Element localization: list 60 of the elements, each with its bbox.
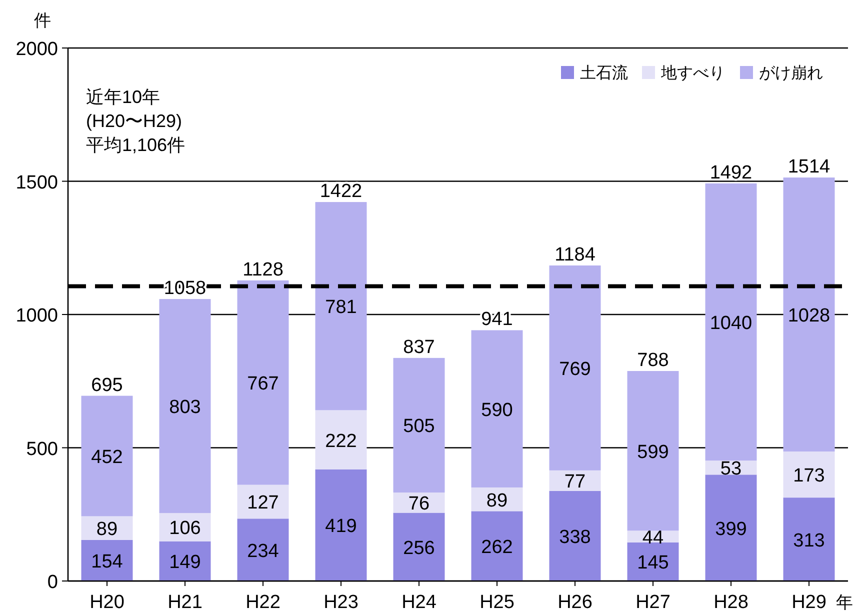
data-label: 599	[637, 442, 669, 463]
data-label: 262	[481, 537, 513, 558]
data-label: 127	[247, 492, 279, 514]
data-label: 76	[408, 494, 430, 515]
legend-label: がけ崩れ	[759, 64, 823, 82]
x-tick-label: H24	[402, 592, 437, 613]
total-label: 1422	[320, 181, 362, 202]
data-label: 803	[169, 397, 201, 418]
data-label: 769	[559, 358, 591, 380]
data-label: 173	[793, 466, 825, 487]
data-label: 338	[559, 526, 591, 548]
x-tick-label: H29	[792, 592, 826, 613]
data-label: 313	[793, 530, 825, 552]
total-label: 788	[637, 350, 669, 371]
data-label: 590	[481, 400, 513, 421]
data-label: 452	[91, 447, 123, 468]
data-label: 77	[564, 472, 586, 493]
x-axis-title: 年	[836, 593, 853, 612]
y-tick-label: 2000	[16, 39, 58, 60]
data-label: 234	[247, 540, 280, 562]
x-tick-label: H28	[714, 592, 748, 613]
data-label: 1040	[710, 312, 752, 334]
total-label: 941	[481, 309, 513, 330]
total-label: 695	[91, 374, 123, 396]
data-label: 399	[715, 518, 747, 540]
y-axis-title: 件	[34, 11, 51, 30]
y-tick-label: 1500	[16, 172, 58, 194]
legend-label: 地すべり	[660, 64, 725, 82]
x-tick-label: H25	[480, 592, 514, 613]
data-label: 222	[325, 430, 357, 452]
data-label: 154	[91, 551, 124, 572]
data-label: 1028	[788, 306, 830, 326]
data-label: 89	[486, 490, 508, 512]
x-tick-label: H23	[324, 592, 358, 613]
x-tick-label: H27	[636, 592, 670, 613]
data-label: 256	[403, 538, 435, 559]
legend-label: 土石流	[580, 64, 628, 82]
y-tick-label: 0	[47, 572, 58, 593]
total-label: 1492	[710, 162, 752, 184]
x-tick-label: H20	[90, 592, 124, 613]
data-label: 149	[169, 552, 201, 574]
data-label: 781	[325, 297, 357, 318]
data-label: 145	[637, 552, 669, 574]
total-label: 1184	[554, 244, 596, 266]
total-label: 1128	[242, 259, 284, 280]
x-tick-label: H26	[558, 592, 592, 613]
total-label: 837	[403, 336, 435, 358]
data-label: 53	[720, 458, 742, 480]
data-label: 767	[247, 374, 279, 395]
x-tick-label: H21	[168, 592, 202, 613]
data-label: 505	[403, 416, 435, 438]
data-label: 44	[642, 527, 664, 548]
data-label: 106	[169, 518, 201, 540]
annotation: 近年10年 (H20〜H29) 平均1,106件	[86, 87, 186, 155]
y-tick-label: 1000	[16, 306, 58, 326]
total-label: 1514	[788, 156, 831, 178]
data-label: 419	[325, 516, 357, 538]
data-label: 89	[96, 519, 118, 540]
y-tick-label: 500	[26, 438, 58, 460]
x-tick-label: H22	[246, 592, 280, 613]
